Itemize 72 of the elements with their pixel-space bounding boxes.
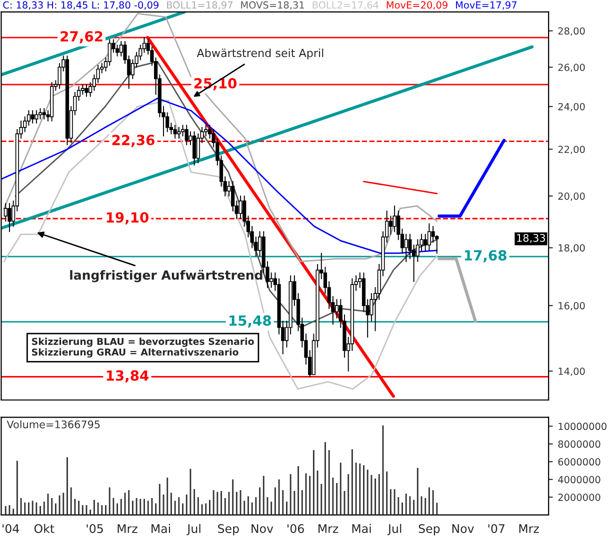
x-tick-label: Mai [352, 524, 371, 534]
x-tick-label: Sep [218, 524, 239, 536]
x-tick-label: Nov [252, 524, 274, 534]
candlestick [388, 216, 392, 235]
y-tick-label: 26,00 [558, 64, 585, 72]
y-tick-label: 14,00 [558, 368, 585, 376]
line-series [3, 12, 438, 262]
candlestick [30, 110, 34, 124]
y-tick-label: 6000000 [558, 458, 600, 466]
annotation: 17,68 [464, 250, 506, 262]
y-tick-label: 24,00 [558, 102, 585, 112]
candlestick [84, 84, 88, 97]
x-tick-label: '06 [288, 524, 304, 534]
annotation: 18,33 [517, 234, 546, 243]
x-tick-label: Mai [152, 524, 170, 534]
candlestick [192, 131, 196, 166]
y-tick-label: 4000000 [558, 476, 600, 484]
candlestick [119, 40, 123, 57]
y-tick-label: 2000000 [558, 494, 600, 501]
x-tick-label: '04 [2, 524, 20, 534]
candlestick [238, 196, 242, 220]
x-tick-label: Okt [34, 524, 54, 534]
candlestick [334, 298, 339, 318]
annotation: 15,48 [229, 315, 271, 328]
candlestick [4, 202, 8, 222]
candlestick [424, 234, 428, 251]
annotation: 22,36 [112, 134, 154, 148]
candlestick [404, 234, 408, 262]
candlestick [180, 124, 185, 137]
y-tick-label: 28,00 [558, 27, 585, 36]
candlestick [38, 108, 42, 120]
x-tick-label: Mrz [519, 524, 539, 533]
candlestick [177, 126, 181, 139]
annotation: langfristiger Aufwärtstrend [70, 270, 262, 282]
candlestick [8, 202, 12, 232]
x-tick-label: Sep [418, 524, 440, 536]
y-tick-label: 8000000 [558, 440, 600, 448]
annotation: 19,10 [106, 212, 149, 224]
candlestick [34, 110, 38, 124]
line-series [1, 98, 438, 254]
annotation: Abwärtstrend seit April [196, 48, 324, 60]
x-tick-label: Mrz [318, 524, 338, 533]
candlestick [173, 124, 177, 139]
candlestick [184, 124, 188, 146]
x-tick-label: '05 [86, 524, 103, 534]
y-tick-label: 22,00 [558, 146, 585, 154]
x-tick-label: '07 [488, 524, 504, 534]
y-tick-label: 20,00 [558, 192, 585, 201]
candlestick [96, 64, 100, 84]
annotation: 27,62 [60, 31, 102, 44]
annotation: Skizzierung BLAU = bevorzugtes Szenario Skizzierung GRAU = Alternativszenario [32, 338, 254, 358]
x-tick-label: Nov [452, 524, 474, 534]
x-tick-label: Jul [387, 524, 402, 536]
y-tick-label: 10000000 [558, 422, 606, 430]
series-label: BOLL1=18,97 [167, 1, 232, 10]
candlestick [408, 234, 412, 260]
annotation: Volume=1366795 [6, 420, 100, 428]
text: MovE=17,97 [456, 1, 516, 10]
y-tick-label: 18,00 [558, 244, 585, 253]
x-tick-label: Mrz [118, 524, 138, 533]
text: BOLL2=17,64 [312, 1, 378, 10]
annotation: 13,84 [106, 370, 149, 383]
y-tick-label: 16,00 [558, 302, 585, 310]
text: MOVS=18,31 [241, 1, 304, 10]
candlestick [392, 205, 396, 232]
text: MovE=20,09 [386, 1, 448, 10]
line-series [3, 100, 438, 390]
text: C: 18,33 H: 18,45 L: 17,80 -0,09 [3, 1, 158, 10]
candlestick [427, 223, 432, 251]
candlestick [108, 39, 112, 66]
candlestick [42, 108, 46, 120]
x-tick-label: Jul [186, 524, 200, 536]
